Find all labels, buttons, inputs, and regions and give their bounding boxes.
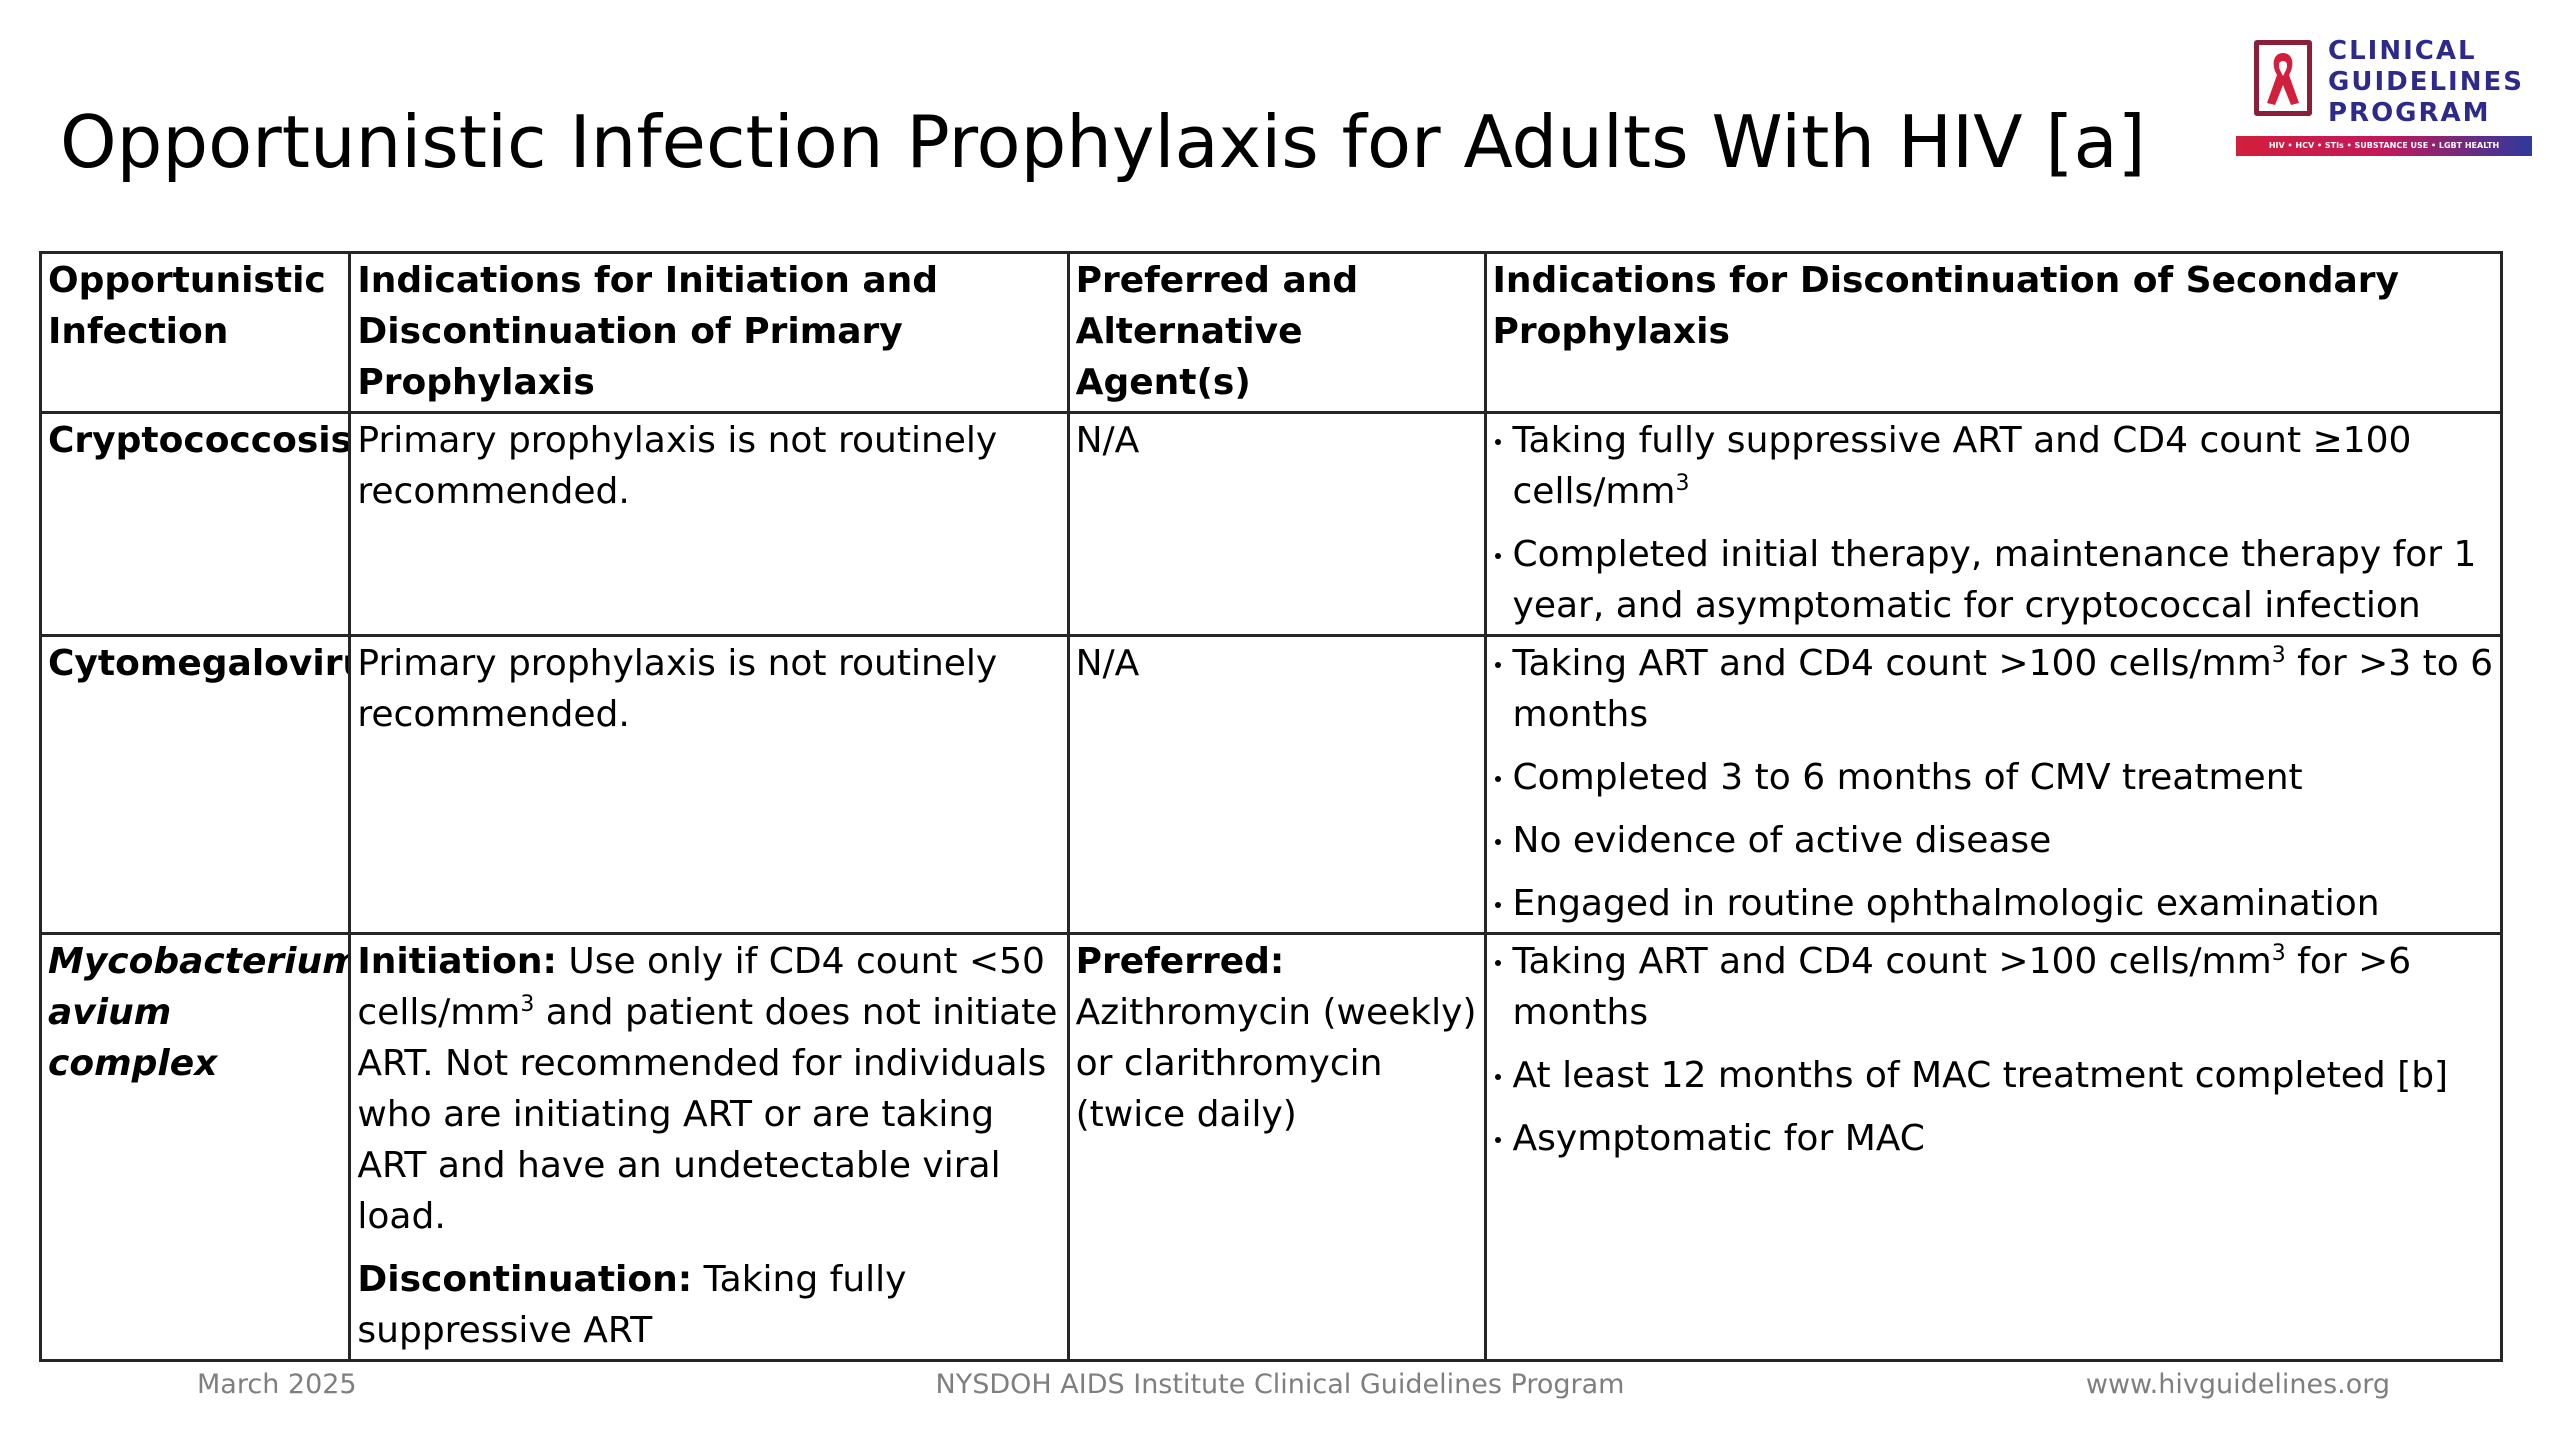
secondary-prophylaxis-cell: Taking fully suppressive ART and CD4 cou… bbox=[1483, 411, 2504, 637]
footer-url-link[interactable]: www.hivguidelines.org bbox=[2085, 1369, 2390, 1400]
preferred-agents-text: Azithromycin (weekly) or clarithromycin … bbox=[1075, 992, 1477, 1135]
secondary-criteria-list: Taking ART and CD4 count >100 cells/mm3 … bbox=[1493, 639, 2494, 930]
prophylaxis-table: Opportunistic Infection Indications for … bbox=[38, 251, 2504, 1362]
infection-cell: Cryptococcosis bbox=[38, 411, 352, 637]
footer-date: March 2025 bbox=[197, 1369, 357, 1400]
list-item: Taking ART and CD4 count >100 cells/mm3 … bbox=[1493, 639, 2494, 741]
table-row: Cytomegalovirus Primary prophylaxis is n… bbox=[38, 634, 2504, 935]
header-opportunistic-infection: Opportunistic Infection bbox=[38, 251, 352, 414]
secondary-prophylaxis-cell: Taking ART and CD4 count >100 cells/mm3 … bbox=[1483, 932, 2504, 1362]
clinical-guidelines-program-logo: CLINICAL GUIDELINES PROGRAM HIV • HCV • … bbox=[2236, 36, 2532, 160]
agents-cell: N/A bbox=[1066, 411, 1487, 637]
page-title: Opportunistic Infection Prophylaxis for … bbox=[60, 100, 2146, 184]
list-item: Completed 3 to 6 months of CMV treatment bbox=[1493, 752, 2494, 803]
primary-prophylaxis-cell: Primary prophylaxis is not routinely rec… bbox=[348, 411, 1070, 637]
logo-line-1: CLINICAL bbox=[2328, 36, 2477, 66]
header-agents: Preferred and Alternative Agent(s) bbox=[1066, 251, 1487, 414]
secondary-prophylaxis-cell: Taking ART and CD4 count >100 cells/mm3 … bbox=[1483, 634, 2504, 935]
logo-tagline-bar: HIV • HCV • STIs • SUBSTANCE USE • LGBT … bbox=[2236, 136, 2532, 156]
list-item: At least 12 months of MAC treatment comp… bbox=[1493, 1050, 2494, 1101]
discontinuation-paragraph: Discontinuation: Taking fully suppressiv… bbox=[357, 1259, 907, 1351]
table-header-row: Opportunistic Infection Indications for … bbox=[38, 251, 2504, 414]
infection-cell: Mycobacterium avium complex bbox=[38, 932, 352, 1362]
table-row: Mycobacterium avium complex Initiation: … bbox=[38, 932, 2504, 1362]
initiation-paragraph: Initiation: Use only if CD4 count <50 ce… bbox=[357, 941, 1058, 1237]
agents-cell: N/A bbox=[1066, 634, 1487, 935]
agents-cell: Preferred: Azithromycin (weekly) or clar… bbox=[1066, 932, 1487, 1362]
list-item: No evidence of active disease bbox=[1493, 815, 2494, 866]
primary-prophylaxis-cell: Initiation: Use only if CD4 count <50 ce… bbox=[348, 932, 1070, 1362]
red-ribbon-icon bbox=[2254, 40, 2312, 116]
list-item: Taking ART and CD4 count >100 cells/mm3 … bbox=[1493, 937, 2494, 1039]
header-secondary-prophylaxis: Indications for Discontinuation of Secon… bbox=[1483, 251, 2504, 414]
header-primary-prophylaxis: Indications for Initiation and Discontin… bbox=[348, 251, 1070, 414]
list-item: Asymptomatic for MAC bbox=[1493, 1113, 2494, 1164]
logo-wordmark: CLINICAL GUIDELINES PROGRAM bbox=[2328, 36, 2524, 129]
list-item: Completed initial therapy, maintenance t… bbox=[1493, 529, 2494, 631]
list-item: Engaged in routine ophthalmologic examin… bbox=[1493, 878, 2494, 929]
infection-cell: Cytomegalovirus bbox=[38, 634, 352, 935]
logo-line-2: GUIDELINES bbox=[2328, 67, 2524, 97]
secondary-criteria-list: Taking fully suppressive ART and CD4 cou… bbox=[1493, 416, 2494, 632]
table-row: Cryptococcosis Primary prophylaxis is no… bbox=[38, 411, 2504, 637]
preferred-label: Preferred: bbox=[1075, 941, 1285, 982]
primary-prophylaxis-cell: Primary prophylaxis is not routinely rec… bbox=[348, 634, 1070, 935]
logo-line-3: PROGRAM bbox=[2328, 98, 2491, 128]
list-item: Taking fully suppressive ART and CD4 cou… bbox=[1493, 416, 2494, 518]
secondary-criteria-list: Taking ART and CD4 count >100 cells/mm3 … bbox=[1493, 937, 2494, 1165]
footer-program: NYSDOH AIDS Institute Clinical Guideline… bbox=[935, 1369, 1625, 1400]
